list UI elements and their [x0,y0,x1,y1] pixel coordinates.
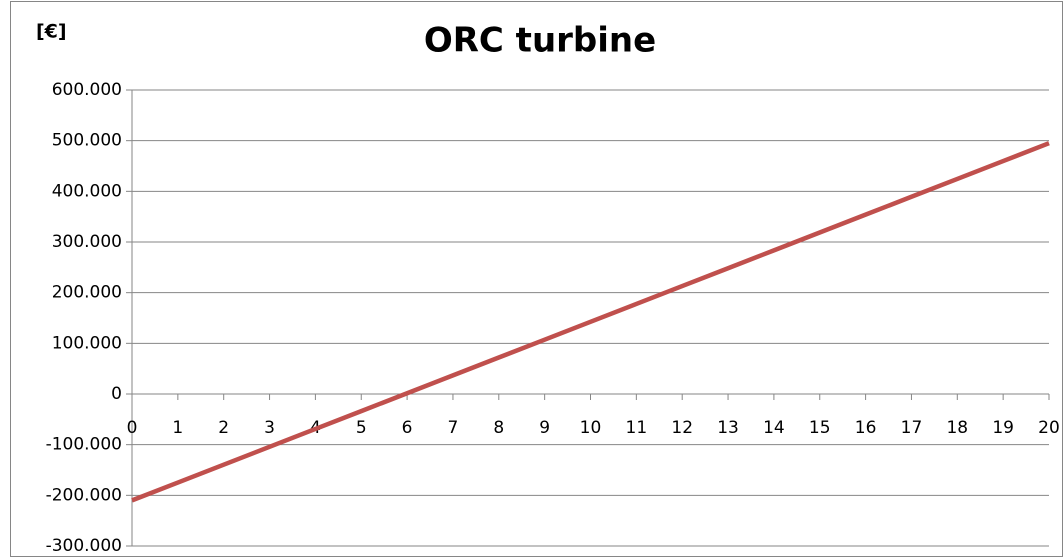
x-tick-label: 6 [402,418,413,438]
x-tick-label: 7 [448,418,459,438]
y-tick-label: 100.000 [52,333,122,353]
x-tick-label: 10 [580,418,602,438]
x-tick-label: 20 [1038,418,1060,438]
y-tick-label: -100.000 [46,435,122,455]
x-tick-label: 18 [946,418,968,438]
chart-frame [10,1,1063,557]
x-tick-label: 2 [218,418,229,438]
x-tick-label: 1 [172,418,183,438]
y-tick-label: 200.000 [52,283,122,303]
x-tick-label: 9 [539,418,550,438]
x-tick-label: 19 [992,418,1014,438]
x-tick-label: 5 [356,418,367,438]
x-tick-label: 17 [901,418,923,438]
x-tick-label: 3 [264,418,275,438]
x-tick-label: 14 [763,418,785,438]
y-tick-label: -200.000 [46,485,122,505]
x-tick-label: 16 [855,418,877,438]
y-tick-label: 500.000 [52,131,122,151]
y-tick-label: 0 [111,384,122,404]
y-axis-label: [€] [36,21,67,43]
x-tick-label: 0 [127,418,138,438]
y-tick-label: 400.000 [52,181,122,201]
x-tick-label: 11 [626,418,648,438]
y-tick-label: 300.000 [52,232,122,252]
x-tick-label: 13 [717,418,739,438]
y-tick-label: -300.000 [46,536,122,556]
chart-title: ORC turbine [424,21,656,61]
x-tick-label: 12 [671,418,693,438]
x-tick-label: 15 [809,418,831,438]
data-line [131,141,1050,503]
x-tick-label: 8 [493,418,504,438]
y-tick-label: 600.000 [52,80,122,100]
